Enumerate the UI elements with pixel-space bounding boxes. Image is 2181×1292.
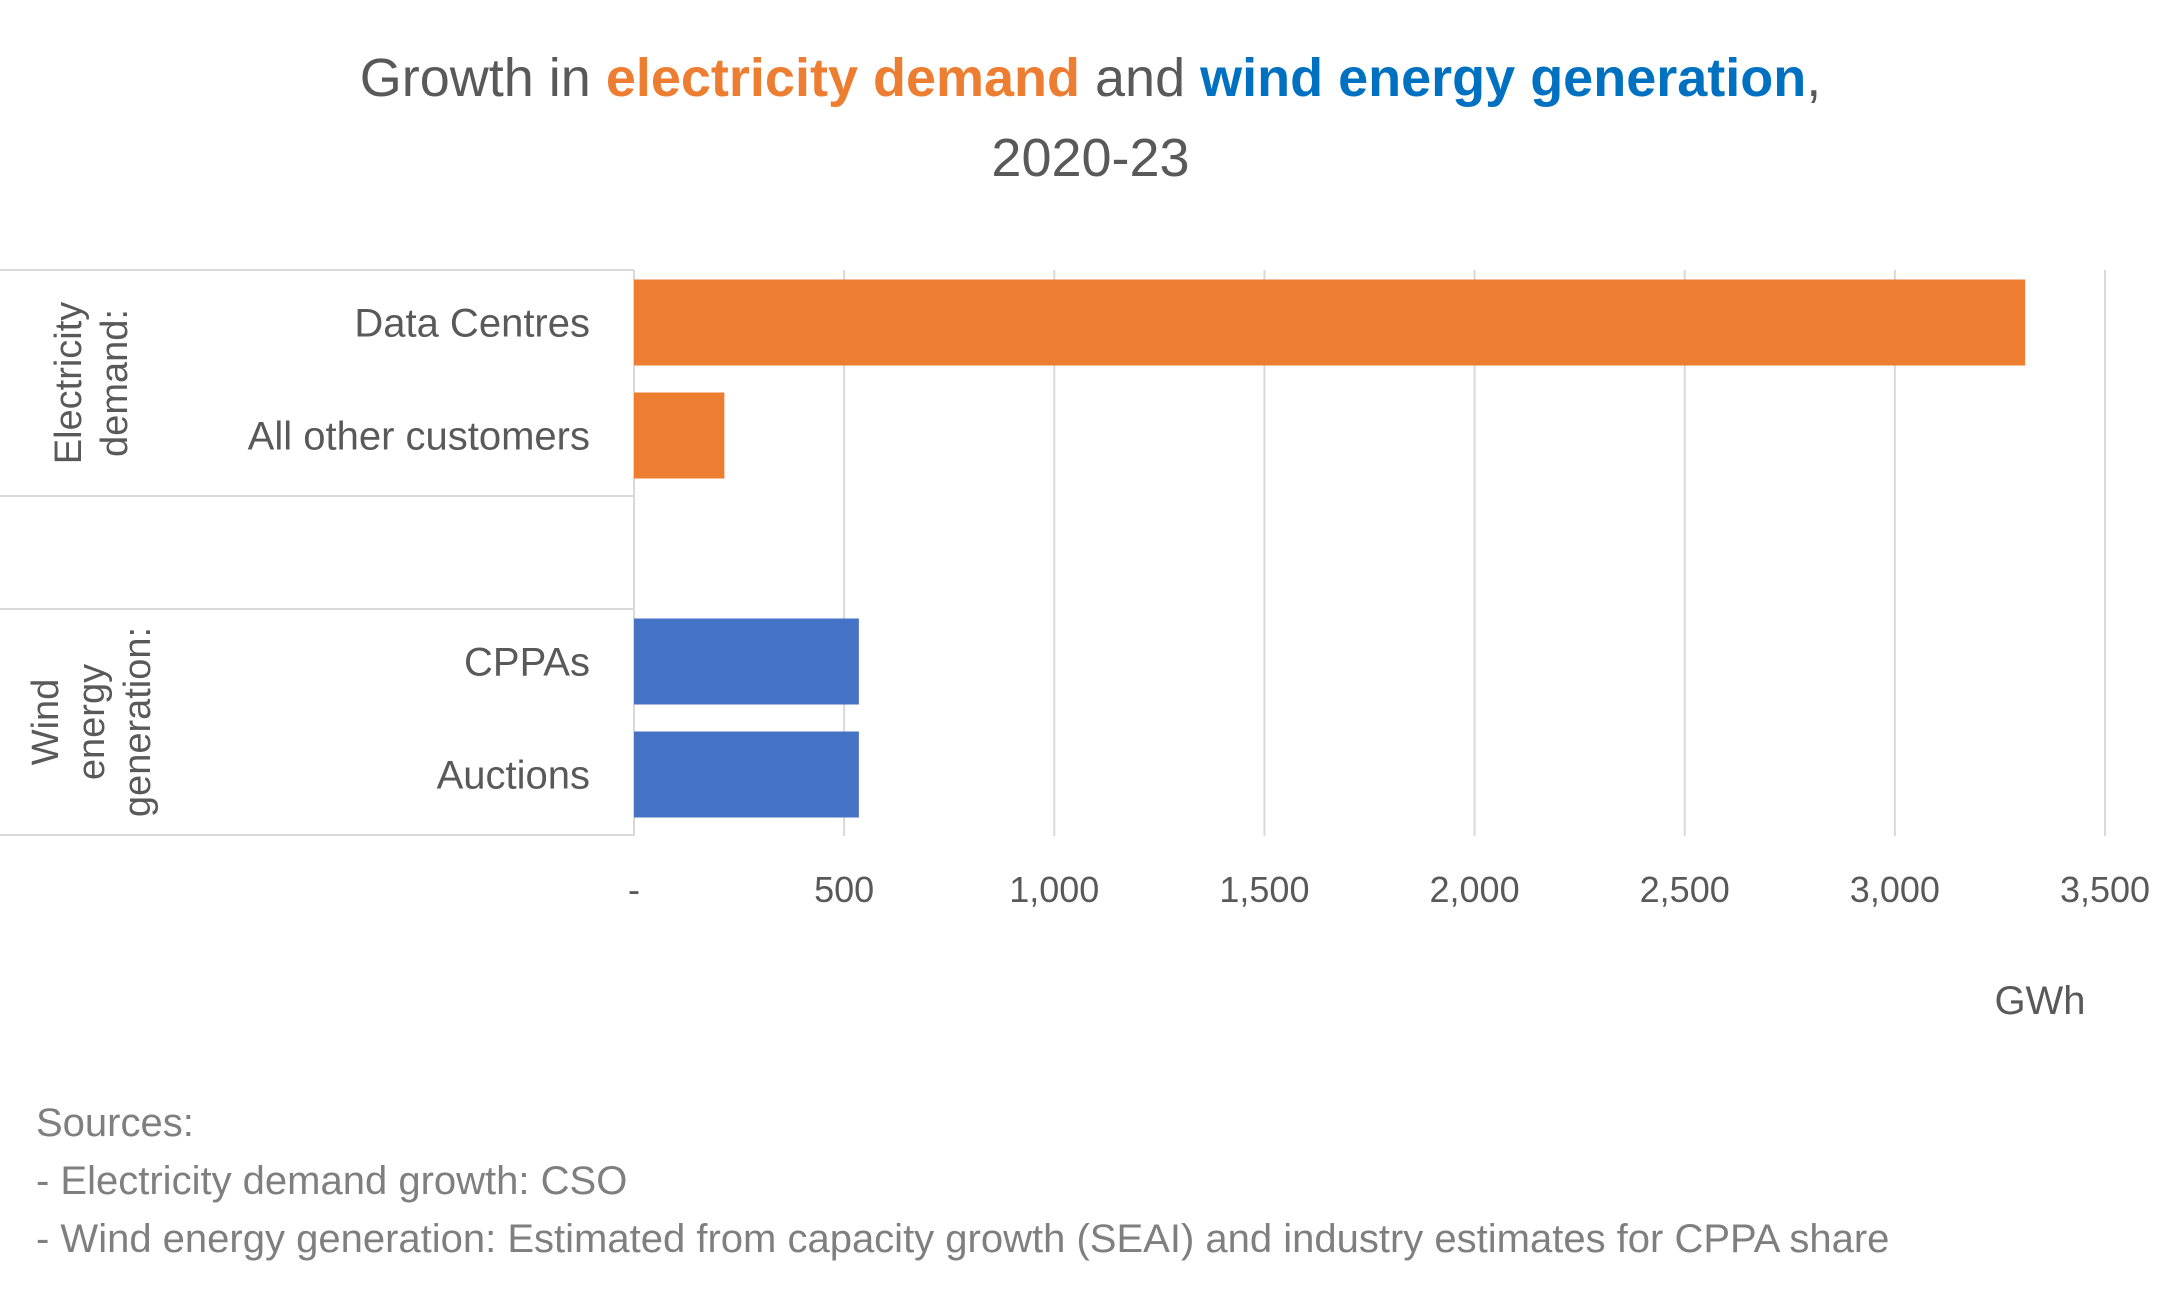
sources-note: Sources: - Electricity demand growth: CS… [36, 1094, 1889, 1268]
x-tick-label: 1,500 [1219, 869, 1309, 910]
title-part2: and [1080, 48, 1201, 108]
bar-auctions [634, 731, 859, 818]
bar-cppas [634, 618, 859, 705]
title-part3: , [1806, 48, 1822, 108]
sources-line-wind: - Wind energy generation: Estimated from… [36, 1217, 1890, 1261]
category-label: CPPAs [464, 641, 590, 685]
x-tick-label: 3,500 [2060, 869, 2150, 910]
chart-title-line1: Growth in electricity demand and wind en… [0, 38, 2181, 118]
title-highlight-demand: electricity demand [605, 48, 1081, 108]
x-tick-label: 500 [814, 869, 874, 910]
bar-all-other-customers [634, 392, 725, 479]
group-label: Electricity [48, 302, 90, 465]
x-axis-unit-label: GWh [1994, 979, 2085, 1023]
x-tick-label: 1,000 [1009, 869, 1099, 910]
group-label: energy [71, 664, 113, 780]
title-part1: Growth in [359, 48, 606, 108]
bar-data-centres [634, 279, 2026, 366]
chart-title: Growth in electricity demand and wind en… [0, 38, 2181, 198]
x-tick-label: 2,500 [1640, 869, 1730, 910]
category-label: All other customers [248, 415, 590, 459]
x-tick-label: 2,000 [1430, 869, 1520, 910]
group-label: demand: [94, 309, 136, 457]
chart-title-line2: 2020-23 [991, 128, 1190, 188]
title-highlight-wind: wind energy generation [1200, 48, 1807, 108]
sources-heading: Sources: [36, 1101, 194, 1145]
category-label: Auctions [437, 754, 590, 798]
group-label: Wind [25, 679, 67, 766]
sources-line-demand: - Electricity demand growth: CSO [36, 1159, 628, 1203]
category-label: Data Centres [354, 302, 590, 346]
x-tick-label: 3,000 [1850, 869, 1940, 910]
group-label: generation: [117, 627, 159, 817]
x-tick-label: - [628, 869, 640, 910]
